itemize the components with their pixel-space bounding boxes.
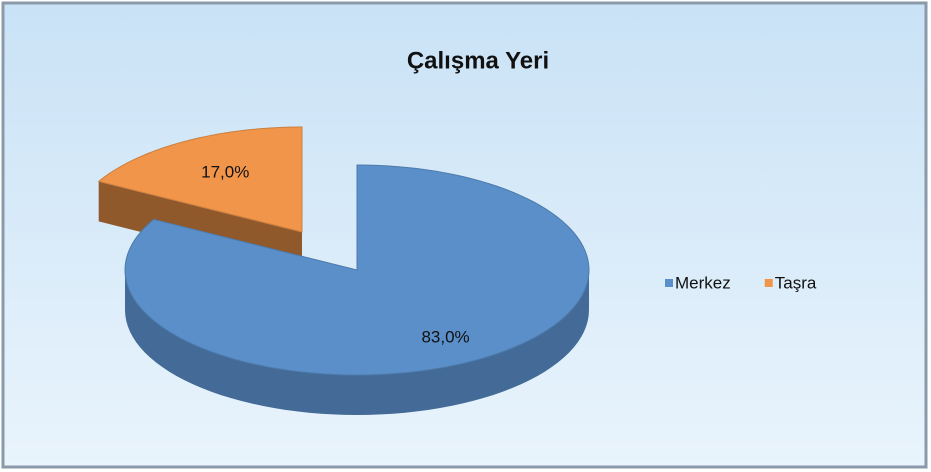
pie-slice xyxy=(97,126,303,233)
legend-swatch xyxy=(665,279,673,287)
data-label: 17,0% xyxy=(201,163,249,182)
legend-swatch xyxy=(764,279,773,287)
legend-label: Merkez xyxy=(675,273,731,292)
slice-side xyxy=(125,270,589,415)
data-label: 83,0% xyxy=(421,327,469,346)
pie-slice xyxy=(124,164,590,376)
chart-title: Çalışma Yeri xyxy=(407,47,549,74)
legend-label: Taşra xyxy=(775,273,817,292)
